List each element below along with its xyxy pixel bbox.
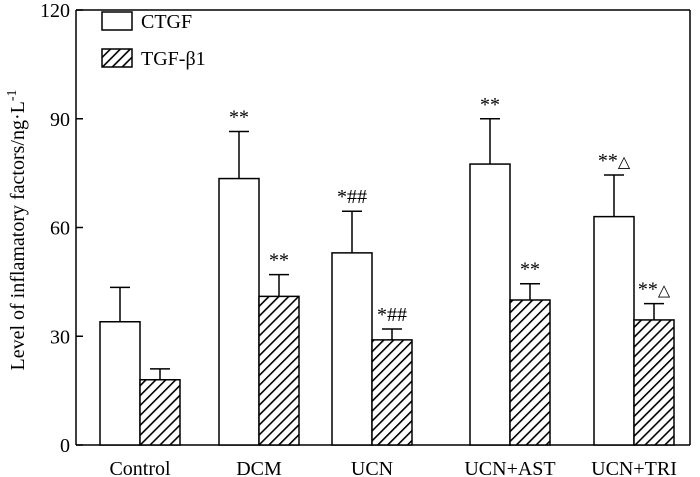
y-tick-label: 30 bbox=[50, 326, 70, 348]
legend: CTGF TGF-β1 bbox=[101, 11, 206, 70]
significance-label: ** bbox=[520, 259, 540, 281]
legend-swatch-ctgf bbox=[101, 11, 133, 31]
x-tick-label: DCM bbox=[236, 458, 282, 477]
bar-ctgf bbox=[99, 321, 141, 446]
x-tick-label: UCN+AST bbox=[464, 458, 555, 477]
legend-swatch-tgf-b1 bbox=[101, 48, 133, 68]
legend-label-ctgf: CTGF bbox=[141, 11, 192, 33]
significance-label: ** bbox=[229, 106, 249, 128]
y-tick-label: 120 bbox=[40, 0, 70, 22]
y-tick-label: 90 bbox=[50, 109, 70, 131]
bar-tgf-b1 bbox=[371, 339, 413, 446]
bar-tgf-b1 bbox=[509, 299, 551, 446]
bar-ctgf bbox=[331, 252, 373, 446]
significance-label: ** bbox=[269, 250, 289, 272]
significance-label: *## bbox=[377, 304, 407, 326]
x-tick-label: UCN+TRI bbox=[591, 458, 677, 477]
plot-area: 0 30 60 90 120 Control ** ** DCM *## *## UCN ** ** UCN… bbox=[40, 0, 691, 477]
y-tick-label: 0 bbox=[60, 435, 70, 457]
y-tick-label: 60 bbox=[50, 218, 70, 240]
y-axis-title-text: Level of inflamatory factors/ng·L bbox=[7, 101, 29, 370]
significance-label: **△ bbox=[598, 150, 631, 172]
bar-ctgf bbox=[218, 177, 260, 446]
legend-label-tgf-b1: TGF-β1 bbox=[141, 48, 206, 70]
bar-ctgf bbox=[469, 163, 511, 446]
significance-label: **△ bbox=[638, 279, 671, 301]
bar-ctgf bbox=[593, 215, 635, 446]
x-tick-label: UCN bbox=[351, 458, 393, 477]
significance-label: ** bbox=[480, 94, 500, 116]
y-axis-title-superscript: -1 bbox=[5, 89, 20, 101]
bar-tgf-b1 bbox=[139, 379, 181, 446]
bar-tgf-b1 bbox=[633, 319, 675, 446]
y-axis-title: Level of inflamatory factors/ng·L-1 bbox=[5, 89, 29, 370]
significance-label: *## bbox=[337, 186, 367, 208]
bar-tgf-b1 bbox=[258, 295, 300, 446]
x-tick-label: Control bbox=[109, 458, 171, 477]
